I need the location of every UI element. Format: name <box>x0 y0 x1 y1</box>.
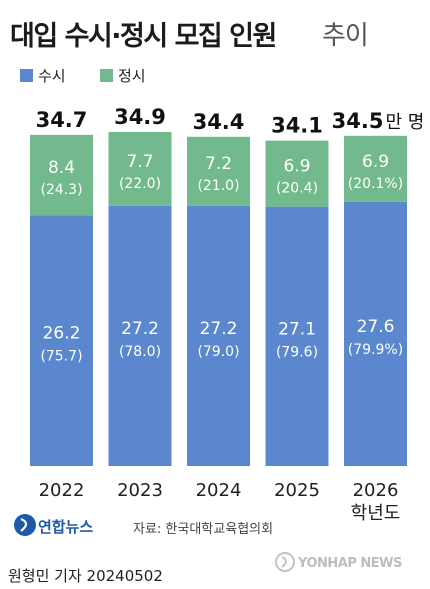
yonhap-logo-text: 연합뉴스 <box>38 518 94 536</box>
value-label-susi-2025: 27.1 <box>278 319 316 339</box>
legend-swatch-susi <box>20 69 33 82</box>
reporter-credit: 원형민 기자 20240502 <box>8 567 163 585</box>
bar-jeongsi-2023 <box>108 132 172 206</box>
chart-title-suffix: 추이 <box>322 21 369 51</box>
yonhap-logo-icon <box>14 514 36 536</box>
share-label-jeongsi-2022: (24.3) <box>40 182 82 198</box>
bar-susi-2022 <box>30 215 93 466</box>
share-label-jeongsi-2025: (20.4) <box>276 181 318 197</box>
value-label-jeongsi-2024: 7.2 <box>205 154 232 174</box>
value-label-susi-2024: 27.2 <box>200 319 238 339</box>
bar-susi-2024 <box>187 205 250 466</box>
x-tick-label-2026: 2026 <box>353 480 399 501</box>
value-label-susi-2022: 26.2 <box>43 324 81 344</box>
total-label-2023: 34.9 <box>114 105 166 129</box>
share-label-susi-2024: (79.0) <box>197 344 239 360</box>
watermark-text: YONHAP NEWS <box>298 556 402 571</box>
source-note: 자료: 한국대학교육협의회 <box>133 522 274 537</box>
share-label-jeongsi-2026: (20.1%) <box>348 176 403 192</box>
x-tick-label-2025: 2025 <box>274 480 320 501</box>
legend-swatch-jeongsi <box>100 69 113 82</box>
share-label-susi-2025: (79.6) <box>276 344 318 360</box>
value-label-jeongsi-2023: 7.7 <box>126 152 153 172</box>
x-tick-label-2022: 2022 <box>39 480 85 501</box>
value-label-jeongsi-2022: 8.4 <box>48 158 75 178</box>
legend-label-jeongsi: 정시 <box>118 67 146 85</box>
bar-susi-2023 <box>108 205 172 466</box>
bar-jeongsi-2025 <box>265 140 329 207</box>
value-label-susi-2023: 27.2 <box>121 319 159 339</box>
legend-label-susi: 수시 <box>38 67 66 85</box>
total-unit-label: 만 명 <box>386 112 425 133</box>
bar-jeongsi-2022 <box>30 134 93 216</box>
bar-susi-2025 <box>265 206 329 466</box>
total-label-2024: 34.4 <box>193 110 245 134</box>
share-label-susi-2022: (75.7) <box>40 349 82 365</box>
x-tick-label-2023: 2023 <box>117 480 163 501</box>
share-label-susi-2023: (78.0) <box>119 344 161 360</box>
value-label-jeongsi-2025: 6.9 <box>283 157 310 177</box>
total-label-2022: 34.7 <box>36 108 88 132</box>
value-label-susi-2026: 27.6 <box>357 317 395 337</box>
share-label-jeongsi-2024: (21.0) <box>197 178 239 194</box>
watermark-logo-icon <box>275 552 295 572</box>
value-label-jeongsi-2026: 6.9 <box>362 152 389 172</box>
x-tick-label-2024: 2024 <box>196 480 242 501</box>
total-label-2025: 34.1 <box>271 114 323 138</box>
x-tick-suffix-label: 학년도 <box>351 503 401 524</box>
share-label-susi-2026: (79.9%) <box>348 342 403 358</box>
bar-jeongsi-2024 <box>187 136 250 206</box>
bar-susi-2026 <box>344 201 407 466</box>
total-label-2026: 34.5 <box>332 109 384 133</box>
share-label-jeongsi-2023: (22.0) <box>119 176 161 192</box>
chart-title: 대입 수시·정시 모집 인원 <box>10 21 277 52</box>
bar-jeongsi-2026 <box>344 135 407 202</box>
